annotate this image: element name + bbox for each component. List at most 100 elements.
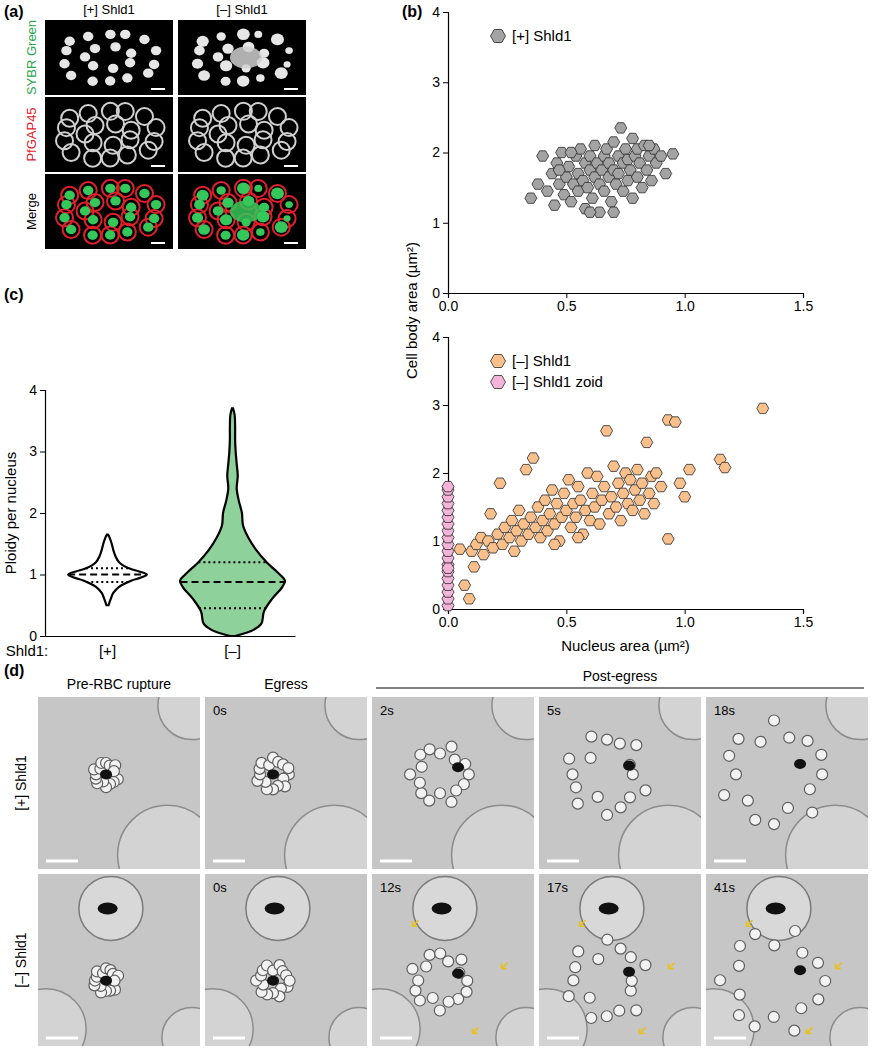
arrow <box>639 1027 645 1033</box>
tick-label: 3 <box>432 397 440 413</box>
scale-bar <box>380 860 412 863</box>
nucleus <box>271 188 284 200</box>
tick-label: 1 <box>29 566 37 582</box>
image-background <box>178 20 306 95</box>
nucleus <box>64 191 74 200</box>
merozoite <box>755 736 766 747</box>
micrograph <box>372 874 534 1046</box>
micrograph <box>205 874 367 1046</box>
nucleus <box>216 186 225 194</box>
plot-area <box>525 123 679 218</box>
header-bracket <box>376 687 864 688</box>
merozoite <box>734 941 745 952</box>
red-blood-cell <box>830 1007 868 1046</box>
nucleus <box>237 29 250 40</box>
point <box>575 495 587 505</box>
point <box>591 471 603 481</box>
cell-outline <box>123 122 140 139</box>
point <box>549 539 561 549</box>
cell-outline <box>256 122 273 139</box>
tick: [–] <box>224 642 241 659</box>
hemozoin <box>265 902 285 914</box>
point <box>617 186 629 196</box>
point <box>584 207 596 217</box>
cell-outline <box>238 137 255 154</box>
merozoite <box>615 802 626 813</box>
violin <box>180 408 285 636</box>
merozoite <box>592 791 603 802</box>
axis-line <box>443 13 449 294</box>
tick-label: 1 <box>432 533 440 549</box>
arrow <box>669 963 675 969</box>
merozoite <box>446 741 457 752</box>
panel-letter: (b) <box>402 3 422 20</box>
point <box>463 594 475 604</box>
red-blood-cell <box>706 989 754 1046</box>
cell-outline <box>102 227 119 244</box>
nucleus <box>254 185 262 192</box>
point <box>459 580 471 590</box>
axis-line <box>449 294 804 299</box>
point <box>631 172 643 182</box>
median-line <box>181 581 285 583</box>
nucleus <box>221 231 231 240</box>
point <box>641 165 653 175</box>
tick-label: 3 <box>29 443 37 459</box>
red-blood-cell <box>285 805 367 869</box>
nucleus <box>151 200 161 209</box>
merozoite <box>631 740 642 751</box>
tick: 1.5 <box>794 609 814 630</box>
nucleus <box>220 214 232 225</box>
micrograph <box>205 697 367 869</box>
tick: 0.0 <box>439 293 459 314</box>
cell-outline <box>105 137 122 154</box>
merozoite <box>413 975 424 986</box>
row-label: [–] Shld1 <box>13 932 29 987</box>
hemozoin <box>599 902 619 914</box>
point <box>683 464 695 474</box>
nucleus <box>221 77 231 86</box>
time-label: 0s <box>213 880 227 895</box>
cell-outline <box>102 150 119 167</box>
tick-label: 2 <box>29 505 37 521</box>
merozoite <box>602 934 613 945</box>
tick-label: 0 <box>432 601 440 617</box>
merozoite <box>407 963 418 974</box>
merozoite <box>572 798 583 809</box>
point <box>612 168 624 178</box>
merozoite <box>719 790 730 801</box>
merozoite <box>284 975 295 986</box>
scale-bar <box>284 88 298 90</box>
merozoite <box>585 752 596 763</box>
merozoite <box>435 748 446 759</box>
legend-label: [–] Shld1 <box>512 352 571 369</box>
nucleus <box>126 203 136 212</box>
merozoite <box>715 975 726 986</box>
tick-label: 3 <box>432 74 440 90</box>
merozoite <box>570 782 581 793</box>
red-blood-cell <box>619 805 701 869</box>
cell-outline <box>87 117 104 134</box>
tick: 2 <box>432 465 448 481</box>
tick: 3 <box>29 443 45 459</box>
point <box>513 505 525 515</box>
cell-outline <box>194 110 211 127</box>
merozoite <box>602 809 613 820</box>
point <box>589 140 601 150</box>
merozoite <box>742 795 753 806</box>
arrow <box>806 1027 812 1033</box>
scale-bar <box>284 165 298 167</box>
nucleus <box>83 186 93 195</box>
nucleus <box>61 200 71 209</box>
nucleus <box>256 228 265 236</box>
micrograph <box>706 874 868 1046</box>
nucleus <box>125 212 135 221</box>
scale-bar <box>213 1037 245 1040</box>
legend: [+] Shld1 <box>491 27 572 44</box>
scale-bar <box>46 860 78 863</box>
tick: 4 <box>432 4 448 20</box>
point <box>610 502 622 512</box>
nucleus <box>237 229 250 240</box>
cell-outline <box>58 119 75 136</box>
scale-bar <box>46 1037 78 1040</box>
